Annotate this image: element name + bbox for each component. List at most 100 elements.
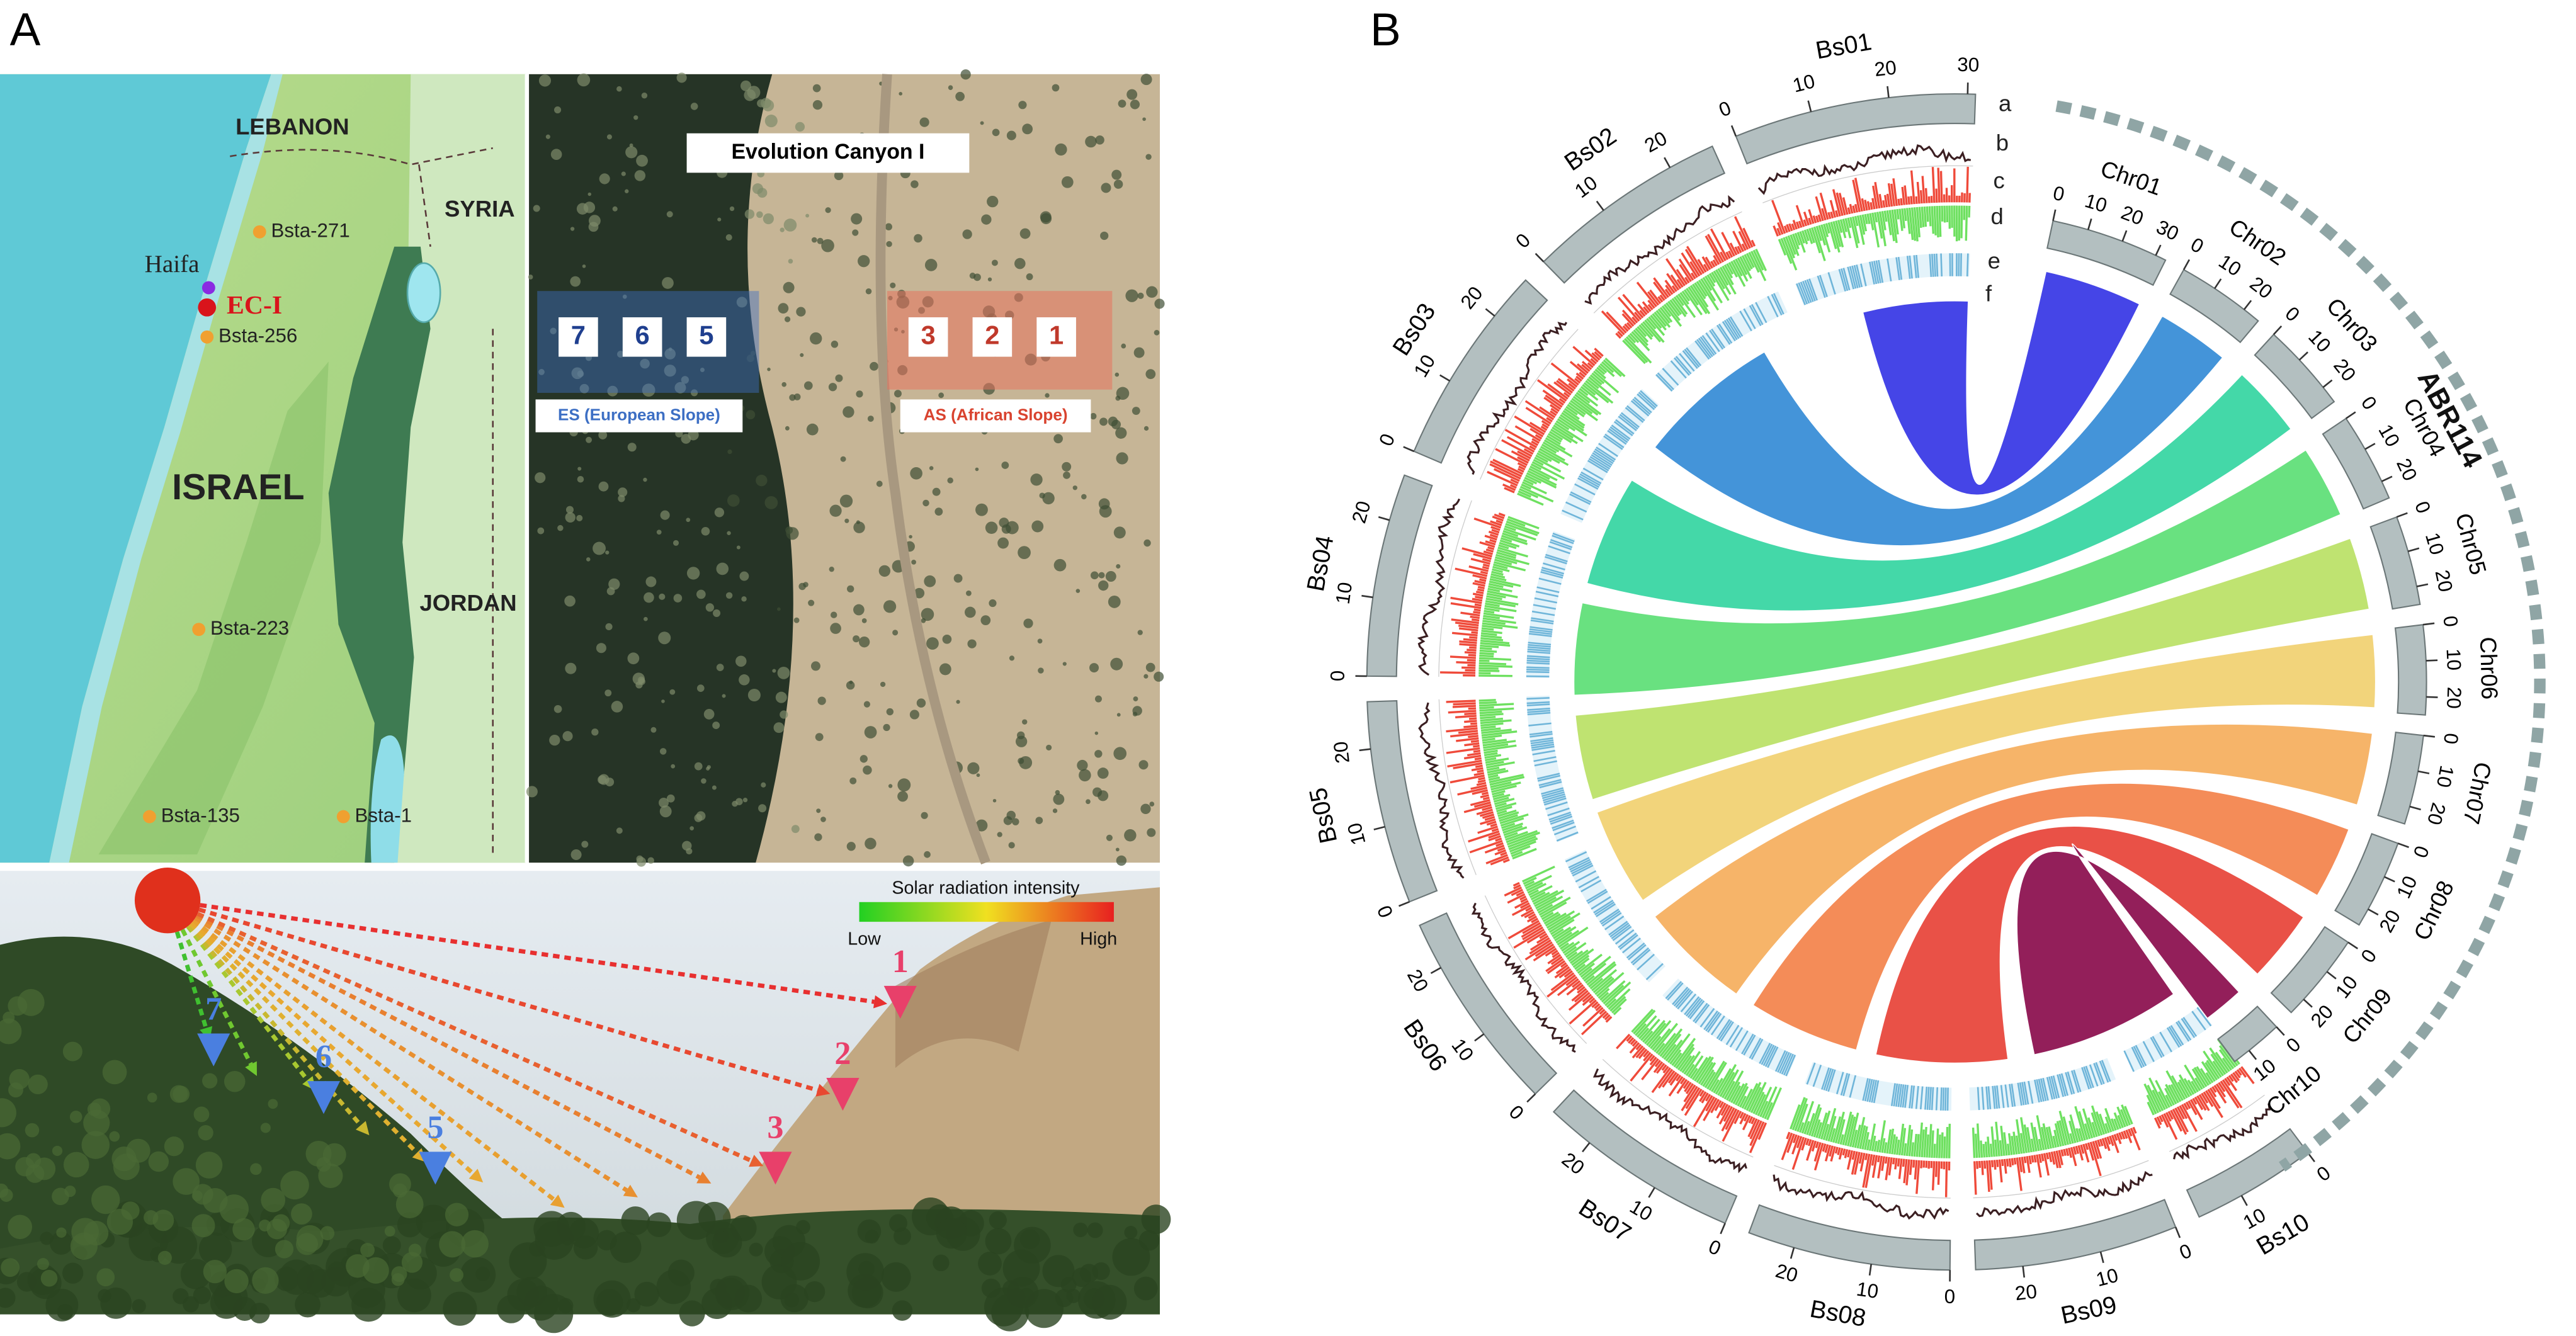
texture-dot [627,652,640,665]
texture-dot [870,361,878,371]
texture-dot [661,699,665,703]
texture-dot [764,115,778,128]
texture-dot [888,784,893,788]
bush [9,1068,30,1090]
chr-tick [2298,351,2308,361]
texture-dot [852,229,859,236]
bush [191,1214,215,1238]
bs-tick [1526,1093,1536,1103]
texture-dot [644,592,654,603]
texture-dot [785,426,790,431]
bush [460,1257,496,1293]
texture-dot [916,698,926,708]
texture-dot [1133,696,1138,701]
texture-dot [911,180,919,188]
as-label: AS (African Slope) [924,405,1068,424]
texture-dot [1031,520,1044,533]
texture-dot [1095,135,1104,145]
bush [507,1279,540,1311]
texture-dot [880,681,886,688]
bs-chromosome [1542,145,1726,284]
track-label: a [1999,91,2012,116]
chr-tick [2248,1050,2257,1060]
texture-dot [1037,638,1043,644]
texture-dot [934,507,943,516]
bush [275,1240,294,1259]
bush [416,1204,451,1239]
bs-tracks [1584,195,1788,392]
chr-chromosome [2394,624,2427,716]
bs-chromosome [1973,1199,2177,1271]
synteny-link [1586,373,2292,612]
texture-dot [922,499,929,507]
texture-dot [815,733,824,742]
texture-dot [816,808,821,813]
texture-dot [576,203,589,215]
station-box [686,317,727,357]
bs-tick [1664,157,1671,168]
track-red [2153,1066,2255,1140]
chr-tick-label: 20 [2431,568,2456,594]
texture-dot [621,171,626,176]
texture-dot [1116,387,1130,400]
bs-tick-label: 0 [1716,97,1734,122]
texture-dot [535,472,546,484]
bush [450,1268,464,1282]
texture-dot [604,689,612,697]
texture-dot [808,599,815,606]
bs-chromosome [1748,1204,1951,1271]
texture-dot [767,367,771,371]
texture-dot [805,213,810,218]
country-label: LEBANON [235,114,349,140]
texture-dot [636,855,644,863]
texture-dot [921,812,928,819]
texture-dot [788,259,793,264]
bush [857,1219,882,1243]
bs-tick [2022,1265,2026,1278]
texture-dot [760,98,771,109]
bs-tick [2099,1251,2104,1264]
track-heat-bg [1526,695,1579,842]
texture-dot [885,223,892,230]
texture-dot [565,506,574,514]
chr-tick [2303,999,2313,1008]
bush [804,1281,826,1303]
texture-dot [669,689,676,695]
track-red [1781,1131,1951,1197]
bush [132,1299,146,1313]
texture-dot [1116,855,1127,866]
bush [1087,1222,1103,1238]
track-green [1631,1009,1782,1121]
chr-chromosome [2334,833,2399,926]
texture-dot [712,785,717,790]
bs-tick [1648,1187,1655,1198]
legend-high: High [1080,929,1117,949]
texture-dot [642,383,655,397]
track-label: f [1985,281,1992,307]
texture-dot [666,794,675,803]
track-line [1418,702,1465,879]
bush [981,1278,1001,1298]
bs-tick-label: 10 [1791,70,1817,96]
texture-dot [851,213,863,225]
texture-dot [997,832,1002,837]
texture-dot [703,709,715,720]
texture-dot [991,259,998,266]
chr-tick [2396,512,2408,518]
texture-dot [1086,799,1091,805]
texture-dot [1090,412,1097,420]
bs-tick [1887,86,1890,98]
bush [985,1228,1012,1255]
bush [25,1164,45,1183]
bs-tracks [1471,849,1665,1053]
texture-dot [969,273,976,279]
track-heat [2123,1007,2212,1072]
texture-dot [700,367,705,373]
texture-dot [729,206,735,212]
bush [933,1254,950,1272]
texture-dot [659,798,669,808]
texture-dot [736,297,747,308]
texture-dot [865,837,877,850]
texture-dot [1052,84,1060,92]
texture-dot [846,842,856,851]
